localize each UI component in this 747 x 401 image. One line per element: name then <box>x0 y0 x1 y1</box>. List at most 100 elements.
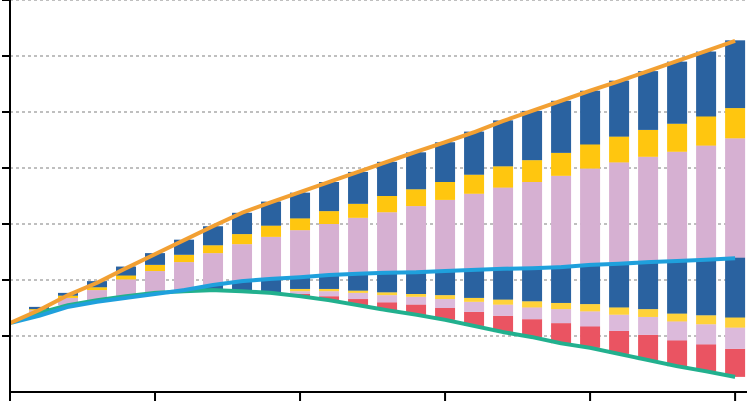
bar-segment <box>580 304 601 312</box>
bar-segment <box>116 266 137 276</box>
bar-segment <box>261 236 282 279</box>
bar-segment <box>725 108 746 139</box>
bar-segment <box>319 291 340 297</box>
bar-segment <box>638 129 659 157</box>
bar-segment <box>435 299 456 308</box>
bar-segment <box>464 174 485 194</box>
bar-segment <box>464 193 485 270</box>
bar-segment <box>232 234 253 245</box>
bar-segment <box>464 131 485 175</box>
bar-segment <box>406 304 427 315</box>
bar-segment <box>580 144 601 169</box>
bar-segment <box>638 262 659 310</box>
bar-segment <box>667 61 688 124</box>
bar-segment <box>522 307 543 320</box>
bar-segment <box>203 245 224 254</box>
bar-segment <box>435 308 456 320</box>
bar-segment <box>348 299 369 306</box>
bar-segment <box>261 201 282 226</box>
line <box>9 256 736 326</box>
bar-segment <box>580 311 601 327</box>
bar-segment <box>377 212 398 274</box>
bar-segment <box>551 267 572 303</box>
bar-segment <box>522 110 543 161</box>
bar-segment <box>464 311 485 326</box>
bar-segment <box>493 304 514 316</box>
bar-segment <box>725 327 746 349</box>
bar-segment <box>493 299 514 305</box>
bar-segment <box>406 206 427 273</box>
bar-segment <box>87 287 108 291</box>
bar-segment <box>348 290 369 293</box>
bar-segment <box>522 301 543 308</box>
bar-segment <box>638 316 659 335</box>
bar-segment <box>551 302 572 310</box>
bar-segment <box>551 100 572 153</box>
bar-segment <box>232 244 253 282</box>
bar-segment <box>348 203 369 218</box>
bar-segment <box>609 136 630 163</box>
bar-segment <box>319 211 340 224</box>
bar-segment <box>667 261 688 314</box>
bar-segment <box>435 182 456 200</box>
bar-segment <box>319 224 340 275</box>
bar-segment <box>696 51 717 117</box>
bar-segment <box>551 152 572 176</box>
bar-segment <box>696 324 717 345</box>
bar-segment <box>580 264 601 305</box>
bar-segment <box>406 296 427 305</box>
bar-segment <box>377 302 398 311</box>
bar-segment <box>493 315 514 333</box>
bar-segment <box>609 307 630 315</box>
bar-segment <box>203 253 224 286</box>
bar-segment <box>725 348 746 377</box>
bar-segment <box>551 175 572 268</box>
bar-segment <box>696 260 717 316</box>
bar-segment <box>377 273 398 293</box>
bar-segment <box>725 138 746 258</box>
bar-segment <box>580 168 601 265</box>
bar-segment <box>319 274 340 289</box>
bar-segment <box>319 288 340 292</box>
bar-segment <box>522 268 543 302</box>
bar-segment <box>493 268 514 300</box>
bar-segment <box>145 253 166 265</box>
bar-segment <box>725 317 746 328</box>
bar-segment <box>203 226 224 246</box>
bar-segment <box>290 288 311 292</box>
bar-segment <box>406 272 427 294</box>
bar-segment <box>667 321 688 341</box>
bar-segment <box>377 295 398 303</box>
bar-segment <box>580 326 601 348</box>
bar-segment <box>464 301 485 312</box>
bar-segment <box>725 257 746 318</box>
bar-segment <box>319 182 340 212</box>
bar-segment <box>232 212 253 235</box>
bar-segment <box>348 171 369 204</box>
bar-segment <box>348 273 369 291</box>
bar-segment <box>348 217 369 274</box>
bar-segment <box>667 151 688 262</box>
bar-segment <box>261 278 282 293</box>
bar-segment <box>696 145 717 261</box>
bar-segment <box>261 225 282 237</box>
bar-segment <box>609 330 630 354</box>
bar-segment <box>551 309 572 324</box>
bar-segment <box>116 275 137 280</box>
bar-segment <box>551 323 572 344</box>
bar-segment <box>464 269 485 298</box>
bar-segment <box>609 263 630 308</box>
bar-segment <box>232 281 253 292</box>
bar-segment <box>435 142 456 182</box>
bar-segment <box>493 120 514 167</box>
bar-segment <box>522 160 543 182</box>
bar-segment <box>638 156 659 263</box>
bar-segment <box>174 254 195 263</box>
bar-segment <box>290 218 311 231</box>
bar-segment <box>290 291 311 294</box>
bar-segment <box>348 292 369 300</box>
bar-segment <box>377 161 398 196</box>
bar-segment <box>145 264 166 272</box>
bar-segment <box>609 80 630 137</box>
bar-segment <box>493 166 514 188</box>
